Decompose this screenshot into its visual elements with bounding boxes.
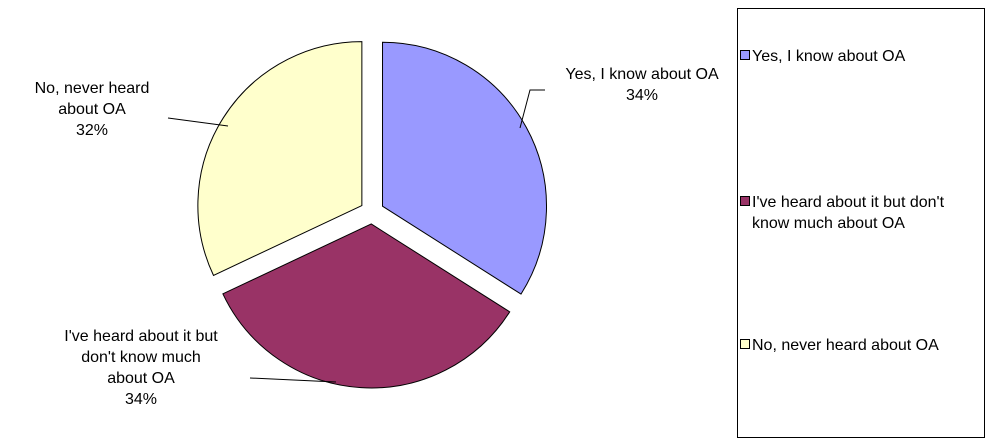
data-label-heard-text-2: don't know much: [81, 349, 201, 366]
legend-swatch-yes: [740, 50, 750, 60]
slice-yes: [382, 41, 547, 295]
data-label-heard-text-1: I've heard about it but: [64, 328, 218, 345]
data-label-yes-text: Yes, I know about OA: [565, 66, 719, 83]
data-label-heard-text-3: about OA: [107, 370, 175, 387]
legend-swatch-never: [740, 339, 750, 349]
legend-label-heard: I've heard about it but don't know much …: [752, 194, 945, 232]
leader-line-never: [167, 117, 229, 127]
legend-label-never: No, never heard about OA: [752, 337, 939, 354]
slice-heard: [222, 223, 511, 389]
data-label-yes-percent: 34%: [625, 87, 659, 104]
legend-swatch-heard: [740, 196, 750, 206]
data-label-yes: Yes, I know about OA 34%: [536, 64, 748, 106]
legend-label-yes: Yes, I know about OA: [752, 48, 906, 65]
slice-never: [197, 41, 363, 277]
leader-line-yes: [519, 89, 545, 129]
chart-legend: Yes, I know about OA I've heard about it…: [737, 8, 985, 438]
data-label-never: No, never heard about OA 32%: [4, 78, 180, 141]
leader-line-heard: [249, 377, 337, 383]
data-label-heard-percent: 34%: [124, 391, 158, 408]
data-label-never-text-1: No, never heard: [34, 80, 150, 97]
data-label-never-text-2: about OA: [58, 101, 126, 118]
data-label-never-percent: 32%: [75, 122, 109, 139]
data-label-heard: I've heard about it but don't know much …: [10, 326, 272, 410]
